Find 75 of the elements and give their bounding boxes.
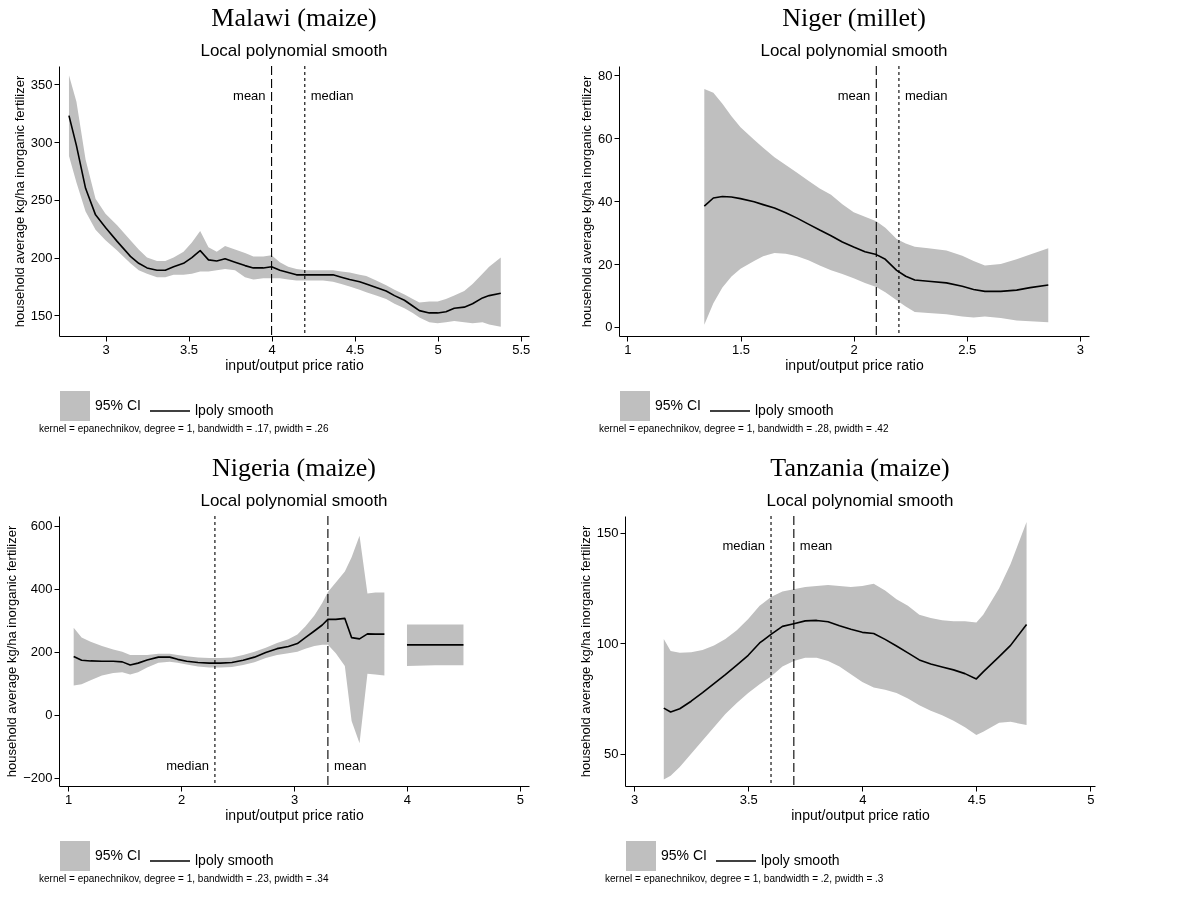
y-tick-label: 200	[30, 250, 53, 266]
y-axis-title: household average kg/ha inorganic fertilizer	[4, 525, 20, 778]
x-axis-title: input/output price ratio	[785, 356, 924, 373]
y-tick-label: 50	[604, 746, 619, 762]
y-tick-label: 200	[30, 644, 53, 660]
chart-title: Malawi (maize)	[211, 3, 377, 33]
text: kernel = epanechnikov, degree = 1, bandwidth = .17, pwidth = .26	[39, 423, 329, 434]
x-tick-label: 3.5	[739, 791, 758, 807]
x-tick-label: 4.5	[967, 791, 986, 807]
text: 95% CI	[95, 397, 141, 413]
x-tick-label: 3	[102, 341, 110, 357]
x-tick-label: 5	[516, 791, 525, 807]
x-tick-label: 5	[1087, 791, 1095, 807]
y-tick-label: 150	[596, 525, 619, 541]
y-tick-label: 0	[45, 707, 53, 723]
ref-line-label: mean	[333, 758, 367, 773]
y-tick-label: 60	[598, 130, 613, 146]
y-tick-label: 80	[598, 67, 613, 83]
y-tick-label: −200	[23, 770, 53, 786]
ref-line-label: median	[310, 88, 354, 103]
y-tick-label: 150	[30, 307, 53, 323]
chart-subtitle: Local polynomial smooth	[200, 491, 388, 511]
y-tick-label: 100	[596, 635, 619, 651]
ref-line-label: mean	[233, 88, 266, 103]
x-tick-label: 1	[624, 341, 632, 357]
x-tick-label: 2	[850, 341, 858, 357]
text: 95% CI	[655, 397, 701, 413]
ref-line-label: median	[904, 88, 948, 103]
y-tick-label: 400	[30, 581, 53, 597]
ref-line-label: median	[722, 538, 766, 553]
y-tick-label: 20	[598, 256, 613, 272]
x-tick-label: 4	[403, 791, 412, 807]
x-tick-label: 3	[1076, 341, 1085, 357]
y-axis-title: household average kg/ha inorganic fertilizer	[577, 525, 593, 778]
text: kernel = epanechnikov, degree = 1, bandwidth = .23, pwidth = .34	[39, 873, 329, 884]
text: kernel = epanechnikov, degree = 1, bandwidth = .2, pwidth = .3	[605, 873, 884, 884]
x-axis-title: input/output price ratio	[791, 806, 930, 823]
x-tick-label: 3.5	[180, 341, 199, 357]
y-tick-label: 0	[605, 319, 613, 335]
legend-label: lpoly smooth	[761, 852, 840, 868]
y-tick-label: 300	[30, 134, 53, 150]
x-axis-title: input/output price ratio	[225, 356, 364, 373]
chart-title: Nigeria (maize)	[212, 453, 376, 483]
x-tick-label: 4	[268, 341, 276, 357]
y-tick-label: 40	[598, 193, 613, 209]
x-tick-label: 2.5	[958, 341, 977, 357]
y-tick-label: 600	[30, 518, 53, 534]
x-tick-label: 5	[434, 341, 442, 357]
y-tick-label: 250	[30, 192, 53, 208]
x-tick-label: 3	[290, 791, 299, 807]
chart-title: Niger (millet)	[782, 3, 926, 33]
ref-line-label: mean	[837, 88, 871, 103]
ref-line-label: median	[166, 758, 209, 773]
y-axis-title: household average kg/ha inorganic fertilizer	[11, 75, 27, 328]
x-tick-label: 2	[177, 791, 186, 807]
chart-subtitle: Local polynomial smooth	[766, 491, 954, 511]
x-tick-label: 1	[64, 791, 73, 807]
text: kernel = epanechnikov, degree = 1, bandwidth = .28, pwidth = .42	[599, 423, 889, 434]
x-tick-label: 5.5	[512, 341, 531, 357]
x-tick-label: 4.5	[346, 341, 365, 357]
legend-label: lpoly smooth	[755, 402, 834, 418]
y-axis-title: household average kg/ha inorganic fertilizer	[579, 75, 595, 328]
chart-subtitle: Local polynomial smooth	[760, 41, 948, 61]
x-tick-label: 1.5	[731, 341, 751, 357]
legend-label: lpoly smooth	[195, 852, 274, 868]
text: 95% CI	[95, 847, 141, 863]
x-axis-title: input/output price ratio	[225, 806, 364, 823]
chart-subtitle: Local polynomial smooth	[200, 41, 388, 61]
ref-line-label: mean	[799, 538, 833, 553]
y-tick-label: 350	[30, 76, 53, 92]
chart-title: Tanzania (maize)	[770, 453, 950, 483]
text: 95% CI	[661, 847, 707, 863]
x-tick-label: 4	[859, 791, 867, 807]
x-tick-label: 3	[631, 791, 639, 807]
legend-label: lpoly smooth	[195, 402, 274, 418]
